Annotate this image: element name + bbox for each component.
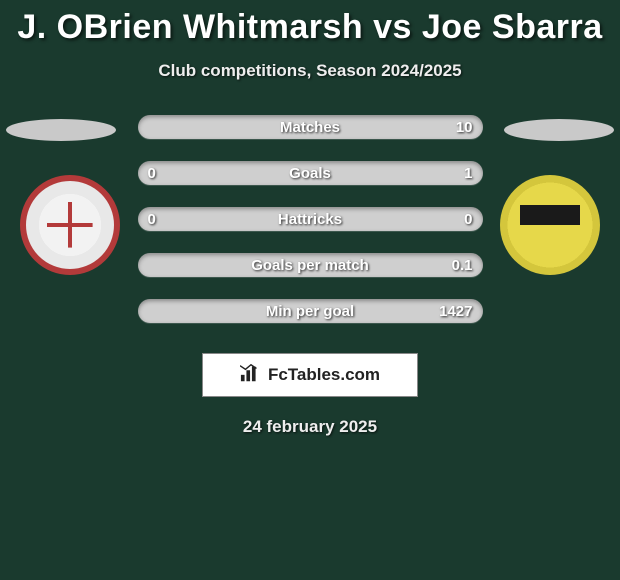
brand-text: FcTables.com	[268, 365, 380, 385]
stat-row: Min per goal 1427	[138, 299, 483, 323]
stat-row: 0 Goals 1	[138, 161, 483, 185]
stat-label: Hattricks	[138, 211, 483, 228]
brand-box: FcTables.com	[202, 353, 418, 397]
stat-value-right: 1427	[439, 303, 472, 320]
player-oval-right	[504, 119, 614, 141]
stat-label: Goals per match	[138, 257, 483, 274]
stat-value-right: 1	[464, 165, 472, 182]
stat-label: Matches	[138, 119, 483, 136]
stats-list: Matches 10 0 Goals 1 0 Hattricks 0 Goals…	[138, 115, 483, 323]
page-subtitle: Club competitions, Season 2024/2025	[0, 61, 620, 81]
comparison-panel: Matches 10 0 Goals 1 0 Hattricks 0 Goals…	[0, 115, 620, 437]
stat-value-left: 0	[148, 211, 156, 228]
bar-chart-icon	[240, 363, 262, 388]
stat-label: Goals	[138, 165, 483, 182]
page-title: J. OBrien Whitmarsh vs Joe Sbarra	[0, 0, 620, 47]
player-oval-left	[6, 119, 116, 141]
club-badge-right	[500, 175, 600, 275]
stat-value-right: 0.1	[452, 257, 473, 274]
stat-row: Matches 10	[138, 115, 483, 139]
stat-value-right: 0	[464, 211, 472, 228]
stat-value-right: 10	[456, 119, 473, 136]
stat-value-left: 0	[148, 165, 156, 182]
stat-label: Min per goal	[138, 303, 483, 320]
stat-row: Goals per match 0.1	[138, 253, 483, 277]
stat-row: 0 Hattricks 0	[138, 207, 483, 231]
comparison-date: 24 february 2025	[0, 417, 620, 437]
club-badge-left	[20, 175, 120, 275]
